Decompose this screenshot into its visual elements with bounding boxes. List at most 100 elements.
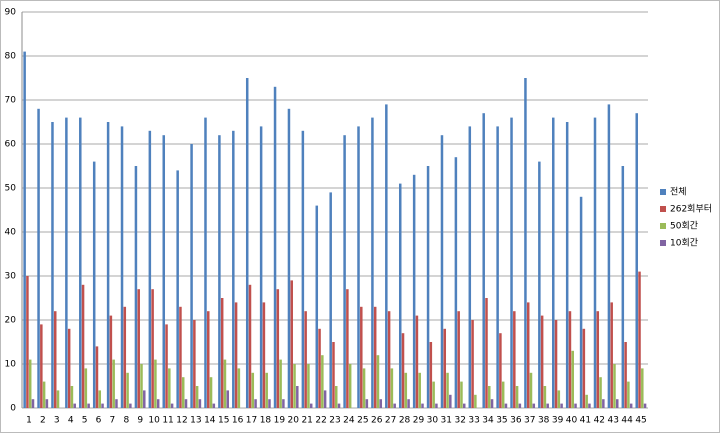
x-tick-label: 18 bbox=[260, 416, 272, 426]
bar bbox=[120, 126, 124, 409]
bar bbox=[137, 289, 140, 408]
bar bbox=[287, 108, 291, 409]
x-tick-label: 5 bbox=[82, 416, 88, 426]
bar bbox=[418, 372, 421, 408]
bar bbox=[220, 298, 224, 408]
bar bbox=[574, 403, 577, 408]
y-tick-label: 0 bbox=[10, 404, 16, 414]
bar bbox=[179, 306, 182, 408]
x-tick-label: 30 bbox=[427, 416, 439, 426]
x-tick-label: 22 bbox=[315, 416, 326, 426]
bar bbox=[84, 368, 88, 408]
bar bbox=[435, 403, 438, 408]
bar bbox=[404, 372, 408, 408]
y-tick-label: 50 bbox=[5, 184, 17, 194]
bar bbox=[87, 403, 90, 408]
bar bbox=[421, 403, 424, 408]
bar bbox=[290, 280, 293, 408]
bar bbox=[335, 386, 338, 408]
x-tick-label: 10 bbox=[148, 416, 160, 426]
bar bbox=[468, 126, 472, 409]
x-tick-label: 38 bbox=[538, 416, 550, 426]
bar bbox=[337, 403, 341, 408]
bar bbox=[321, 355, 324, 408]
bar bbox=[387, 311, 391, 408]
bar bbox=[426, 166, 430, 408]
bar bbox=[37, 108, 40, 409]
x-tick-label: 2 bbox=[40, 416, 46, 426]
bar bbox=[162, 135, 166, 408]
bar bbox=[482, 113, 485, 408]
x-tick-label: 8 bbox=[123, 416, 129, 426]
bar bbox=[546, 403, 549, 408]
x-tick-label: 12 bbox=[176, 416, 187, 426]
bar bbox=[42, 381, 46, 408]
x-tick-label: 7 bbox=[110, 416, 116, 426]
bar bbox=[510, 117, 513, 408]
x-tick-label: 28 bbox=[399, 416, 411, 426]
bar bbox=[279, 359, 282, 408]
bar bbox=[540, 315, 544, 408]
bar bbox=[307, 364, 310, 408]
bar bbox=[552, 117, 555, 408]
bar bbox=[106, 122, 110, 408]
bar bbox=[273, 86, 277, 409]
bar bbox=[309, 403, 313, 408]
bar bbox=[140, 364, 143, 408]
bar bbox=[440, 135, 444, 408]
x-tick-label: 19 bbox=[274, 416, 286, 426]
y-tick-label: 80 bbox=[5, 52, 17, 62]
bar bbox=[398, 183, 402, 408]
bar bbox=[454, 157, 458, 408]
bar bbox=[560, 403, 563, 408]
x-tick-label: 29 bbox=[413, 416, 425, 426]
bar bbox=[129, 403, 132, 408]
bar bbox=[232, 130, 235, 409]
bar bbox=[259, 126, 263, 409]
bar bbox=[582, 328, 586, 408]
bar bbox=[488, 386, 491, 408]
bar bbox=[293, 364, 296, 408]
bar bbox=[176, 170, 179, 408]
x-tick-label: 24 bbox=[343, 416, 355, 426]
bar bbox=[385, 104, 388, 409]
y-tick-label: 30 bbox=[5, 272, 17, 282]
bar bbox=[73, 403, 76, 408]
bar bbox=[268, 399, 271, 408]
bar bbox=[638, 271, 641, 408]
bar bbox=[170, 403, 174, 408]
bar bbox=[568, 311, 572, 408]
x-tick-label: 21 bbox=[301, 416, 312, 426]
bar bbox=[126, 372, 129, 408]
bar bbox=[193, 320, 196, 408]
bar bbox=[585, 394, 588, 408]
bar bbox=[474, 394, 477, 408]
x-tick-label: 16 bbox=[232, 416, 244, 426]
legend-label: 262회부터 bbox=[670, 204, 712, 215]
bar bbox=[65, 117, 68, 408]
x-tick-label: 45 bbox=[635, 416, 646, 426]
x-tick-label: 1 bbox=[26, 416, 32, 426]
bar bbox=[462, 403, 466, 408]
bar bbox=[348, 364, 352, 408]
bar bbox=[218, 135, 221, 408]
bar bbox=[365, 399, 369, 408]
bar bbox=[184, 399, 188, 408]
bar bbox=[518, 403, 522, 408]
bar bbox=[23, 51, 26, 408]
bar bbox=[390, 368, 394, 408]
bar bbox=[613, 364, 616, 408]
bar bbox=[237, 368, 241, 408]
bar bbox=[362, 368, 366, 408]
bar bbox=[301, 130, 305, 409]
x-tick-label: 13 bbox=[190, 416, 201, 426]
bar bbox=[154, 359, 157, 408]
bar bbox=[496, 126, 499, 409]
bar bbox=[109, 315, 113, 408]
bar bbox=[607, 104, 611, 409]
bar bbox=[262, 302, 266, 408]
bar bbox=[490, 399, 494, 408]
bar bbox=[641, 368, 644, 408]
bar bbox=[501, 381, 505, 408]
bar bbox=[56, 390, 60, 408]
